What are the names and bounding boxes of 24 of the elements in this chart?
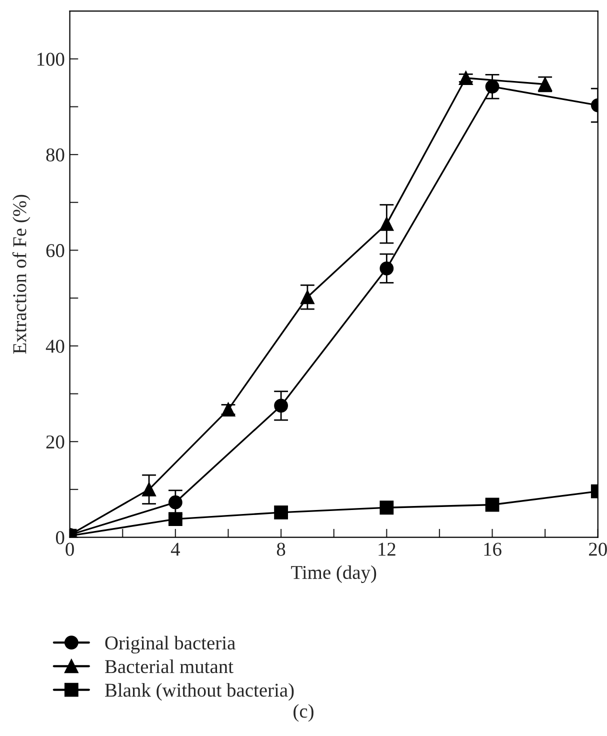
legend-label: Bacterial mutant bbox=[105, 660, 234, 674]
point bbox=[485, 498, 500, 512]
point bbox=[274, 398, 288, 413]
x-tick-label: 16 bbox=[484, 542, 502, 556]
y-tick-label: 100 bbox=[37, 52, 64, 66]
text: (c) bbox=[294, 704, 314, 722]
y-tick-label: 60 bbox=[46, 244, 64, 258]
legend-label: Blank (without bacteria) bbox=[105, 683, 294, 701]
point bbox=[168, 512, 182, 526]
x-tick-label: 12 bbox=[378, 542, 396, 556]
x-tick-label: 20 bbox=[589, 542, 607, 556]
x-axis-title: Time (day) bbox=[291, 565, 376, 584]
y-tick-label: 20 bbox=[46, 435, 64, 449]
x-tick-label: 4 bbox=[170, 542, 180, 556]
x-tick-label: 0 bbox=[66, 542, 74, 556]
point bbox=[380, 500, 394, 515]
legend-label: Original bacteria bbox=[105, 636, 236, 654]
point bbox=[274, 505, 288, 520]
y-tick-label: 0 bbox=[56, 531, 64, 544]
x-tick-label: 8 bbox=[276, 542, 286, 556]
point bbox=[142, 482, 156, 496]
y-tick-label: 40 bbox=[46, 340, 64, 353]
y-axis-title: Extraction of Fe (%) bbox=[12, 194, 30, 354]
y-tick-label: 80 bbox=[46, 148, 64, 162]
